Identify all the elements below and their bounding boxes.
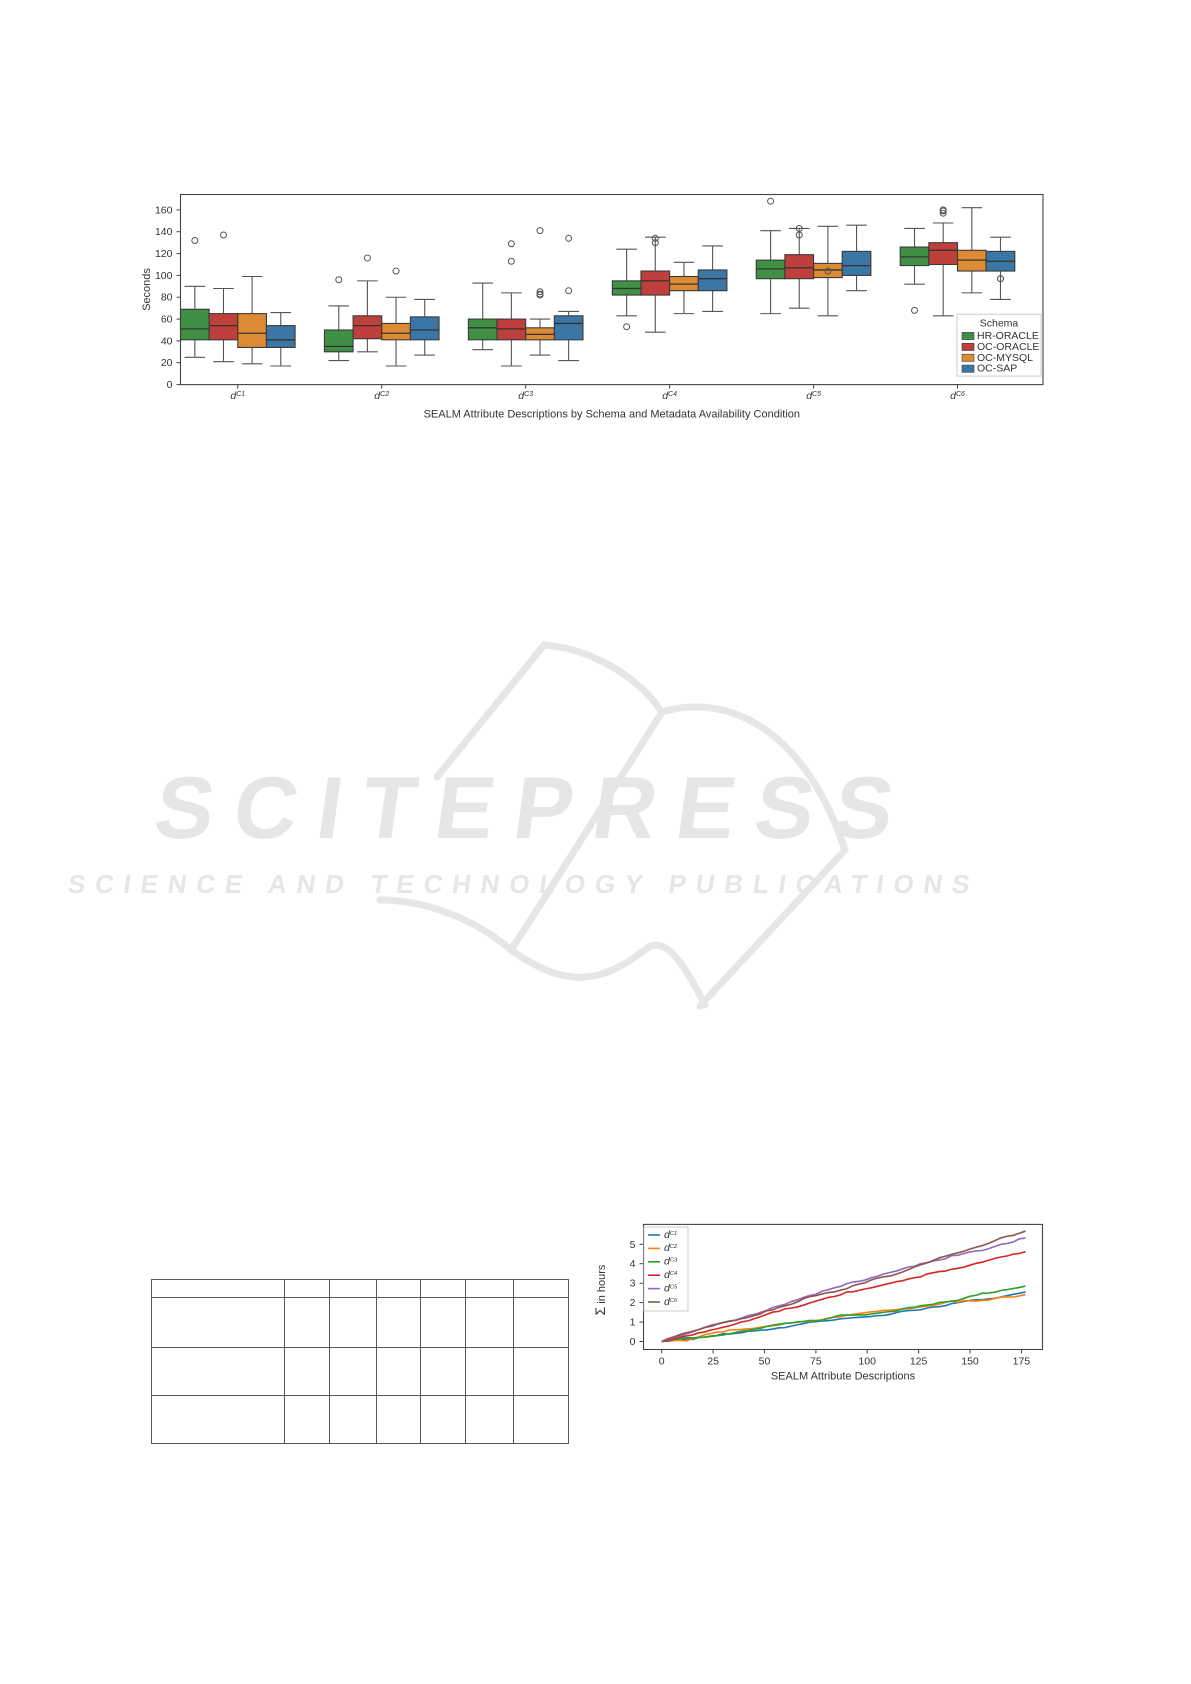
svg-text:100: 100 <box>858 1356 876 1368</box>
svg-text:Σ in hours: Σ in hours <box>592 1264 608 1315</box>
svg-text:OC-SAP: OC-SAP <box>977 363 1017 375</box>
svg-text:dC1: dC1 <box>230 390 245 402</box>
svg-text:120: 120 <box>155 248 173 260</box>
svg-text:60: 60 <box>161 314 173 326</box>
svg-text:dC2: dC2 <box>374 390 389 402</box>
svg-text:dC3: dC3 <box>518 390 533 402</box>
svg-text:SEALM Attribute Descriptions b: SEALM Attribute Descriptions by Schema a… <box>424 409 800 421</box>
svg-text:0: 0 <box>167 379 173 391</box>
svg-text:100: 100 <box>155 270 173 282</box>
svg-text:dC5: dC5 <box>806 390 821 402</box>
svg-text:SCIENCE AND TECHNOLOGY PUBLICA: SCIENCE AND TECHNOLOGY PUBLICATIONS <box>66 869 981 899</box>
svg-text:dC4: dC4 <box>662 390 677 402</box>
svg-text:150: 150 <box>961 1356 979 1368</box>
svg-text:Schema: Schema <box>980 318 1019 330</box>
svg-text:3: 3 <box>630 1278 636 1290</box>
svg-text:dC6: dC6 <box>950 390 965 402</box>
svg-text:SCITEPRESS: SCITEPRESS <box>149 758 920 857</box>
svg-text:175: 175 <box>1013 1356 1031 1368</box>
svg-text:50: 50 <box>759 1356 771 1368</box>
svg-text:80: 80 <box>161 292 173 304</box>
svg-text:2: 2 <box>630 1297 636 1309</box>
svg-text:0: 0 <box>630 1336 636 1348</box>
svg-text:40: 40 <box>161 335 173 347</box>
svg-text:5: 5 <box>630 1239 636 1251</box>
svg-text:1: 1 <box>630 1317 636 1329</box>
svg-text:25: 25 <box>707 1356 719 1368</box>
svg-text:125: 125 <box>910 1356 928 1368</box>
svg-text:4: 4 <box>630 1258 636 1270</box>
svg-text:160: 160 <box>155 204 173 216</box>
svg-text:SEALM Attribute Descriptions: SEALM Attribute Descriptions <box>771 1371 916 1383</box>
svg-text:0: 0 <box>659 1356 665 1368</box>
svg-text:75: 75 <box>810 1356 822 1368</box>
svg-text:140: 140 <box>155 226 173 238</box>
svg-text:20: 20 <box>161 357 173 369</box>
svg-text:Seconds: Seconds <box>141 268 153 311</box>
